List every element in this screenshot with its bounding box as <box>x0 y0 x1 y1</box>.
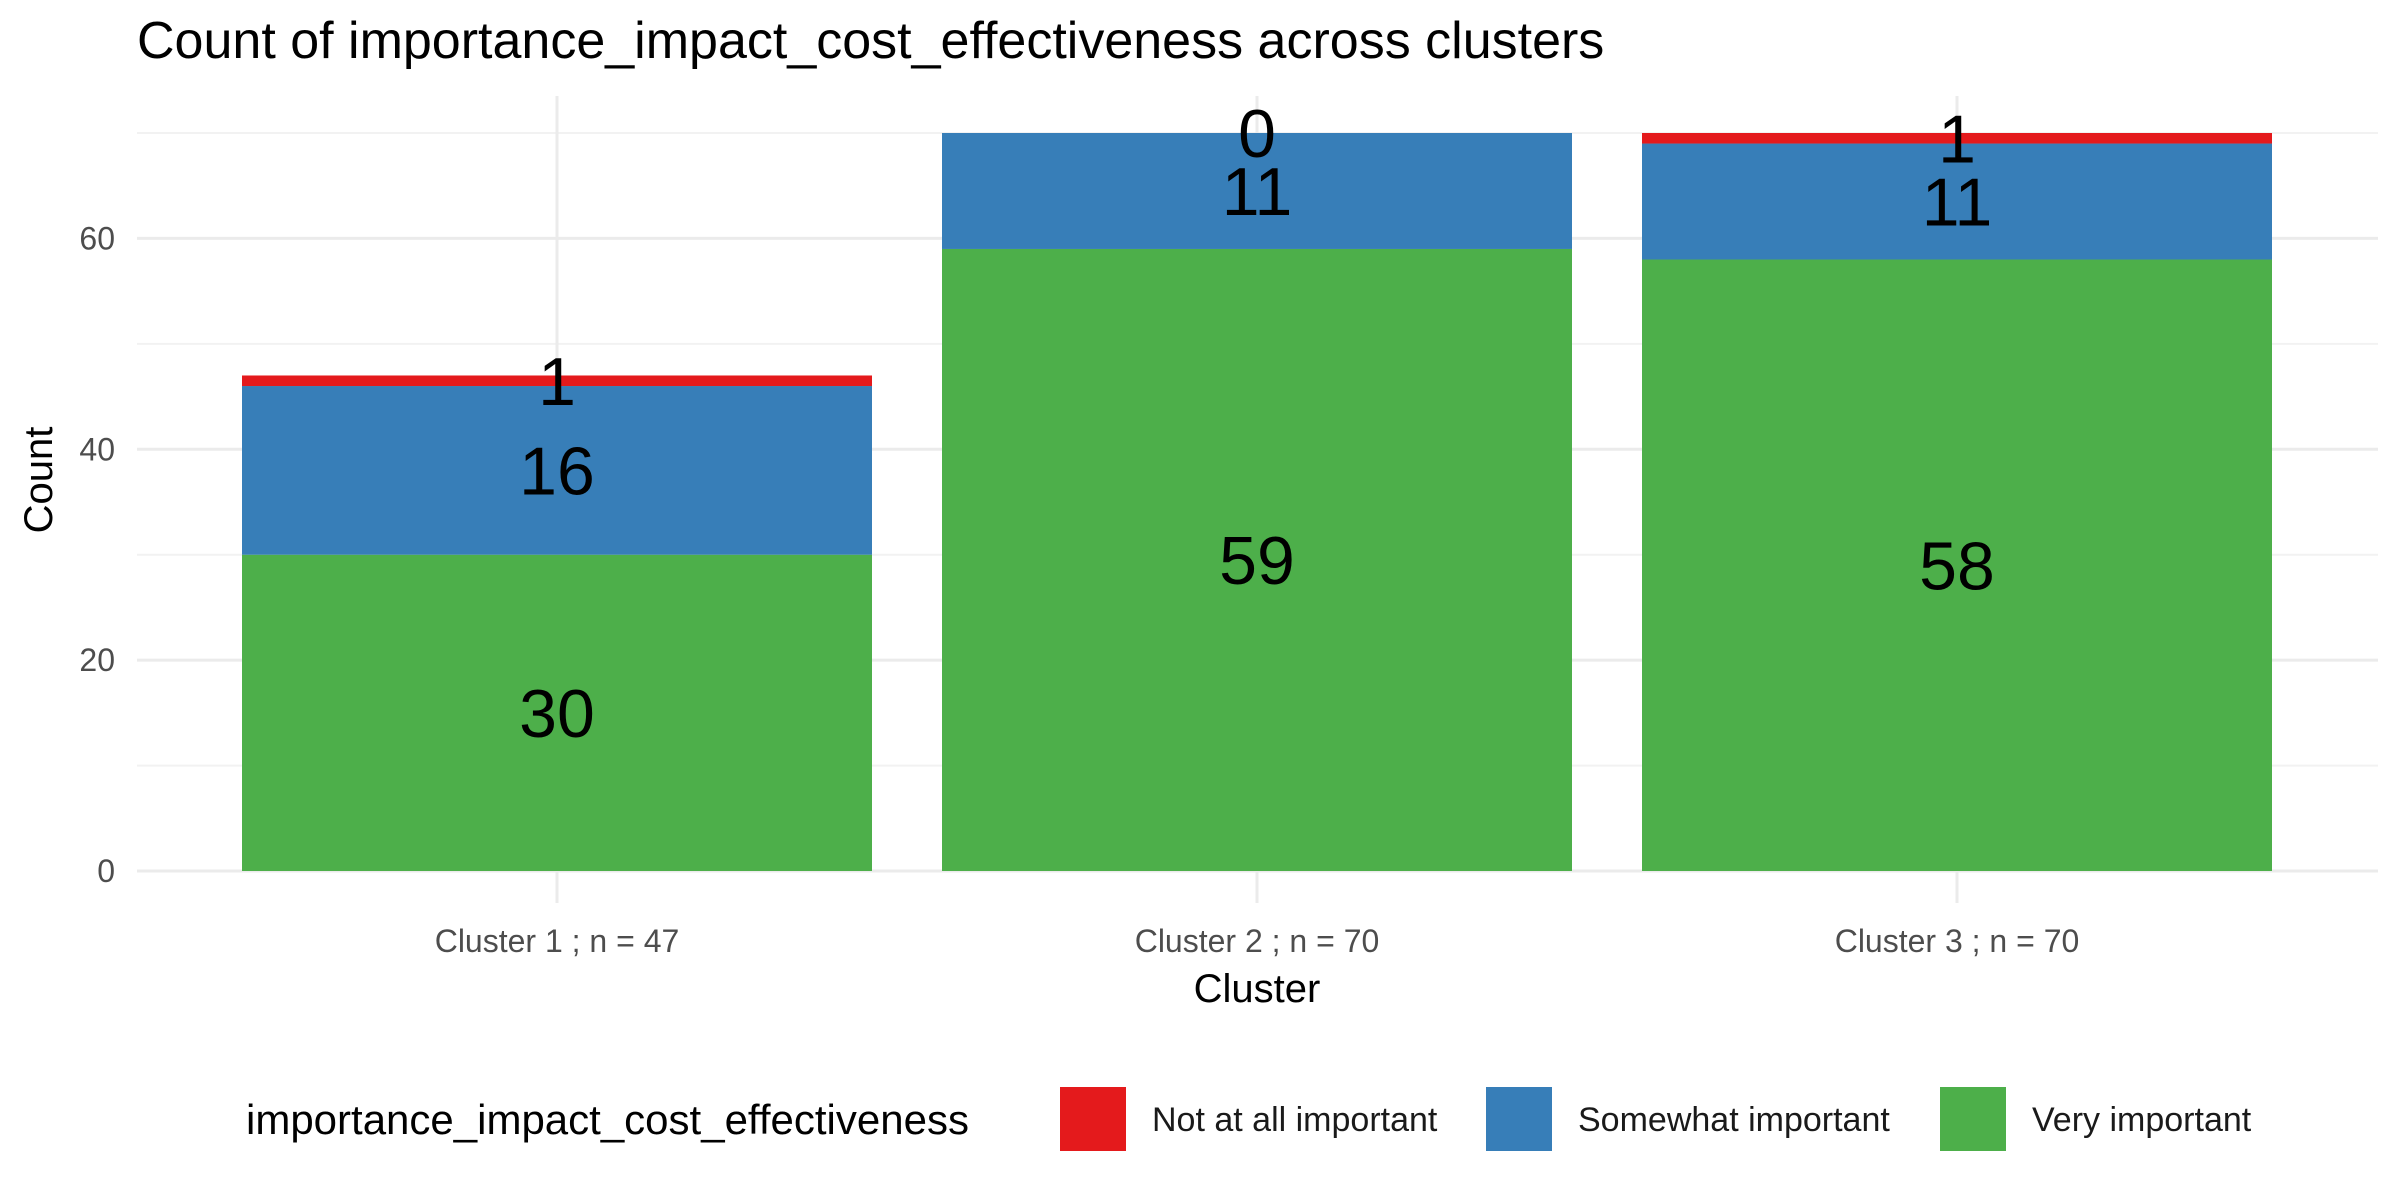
bar-segment <box>242 375 872 387</box>
bar-segment <box>1642 143 2272 260</box>
y-tick-label: 60 <box>79 220 115 256</box>
y-axis-title: Count <box>17 427 61 534</box>
y-tick-label: 20 <box>79 642 115 678</box>
bar-value-label: 16 <box>519 433 595 509</box>
y-tick-label: 0 <box>97 853 115 889</box>
legend-label: Very important <box>2032 1101 2252 1139</box>
bar-value-label: 0 <box>1238 96 1276 172</box>
legend-items: Not at all important Somewhat important Ve… <box>1060 1087 2252 1151</box>
legend-label: Somewhat important <box>1578 1101 1890 1139</box>
bar-value-label: 58 <box>1919 528 1995 604</box>
bar-segment <box>942 248 1572 871</box>
x-tick-label: Cluster 1 ; n = 47 <box>435 923 680 959</box>
bar-value-label: 59 <box>1219 523 1295 599</box>
y-tick-label: 40 <box>79 431 115 467</box>
bar-value-label: 11 <box>1222 154 1293 230</box>
bar-value-label: 1 <box>538 344 576 420</box>
x-tick-label: Cluster 3 ; n = 70 <box>1835 923 2080 959</box>
bar-value-label: 1 <box>1938 101 1976 177</box>
x-tick-label: Cluster 2 ; n = 70 <box>1135 923 1380 959</box>
bar-value-label: 11 <box>1922 165 1993 241</box>
bar-segment <box>242 386 872 555</box>
chart-title: Count of importance_impact_cost_effectiv… <box>137 12 1604 70</box>
bar-segment <box>942 133 1572 249</box>
legend-title: importance_impact_cost_effectiveness <box>246 1096 969 1143</box>
x-axis-ticks: Cluster 1 ; n = 47 Cluster 2 ; n = 70 Clus… <box>435 923 2080 959</box>
legend-label: Not at all important <box>1152 1101 1438 1139</box>
legend-swatch <box>1486 1087 1552 1151</box>
bars <box>242 133 2272 871</box>
bar-segment <box>1642 259 2272 871</box>
bar-value-label: 30 <box>519 676 595 752</box>
x-axis-title: Cluster <box>1194 967 1321 1011</box>
bar-segment <box>1642 133 2272 144</box>
legend-swatch <box>1940 1087 2006 1151</box>
y-axis-ticks: 0 20 40 60 <box>79 220 115 889</box>
bar-segment <box>242 554 872 871</box>
legend-swatch <box>1060 1087 1126 1151</box>
legend: importance_impact_cost_effectiveness Not… <box>246 1087 2252 1151</box>
